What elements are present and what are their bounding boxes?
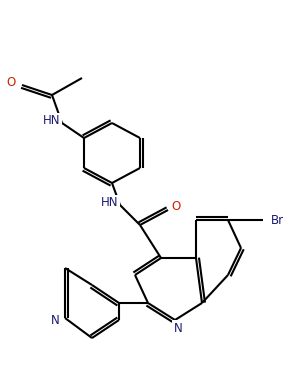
- Text: O: O: [171, 201, 181, 213]
- Text: N: N: [50, 314, 59, 328]
- Text: Br: Br: [271, 213, 284, 226]
- Text: N: N: [174, 321, 182, 334]
- Text: HN: HN: [100, 197, 118, 210]
- Text: HN: HN: [42, 115, 60, 127]
- Text: O: O: [7, 77, 16, 90]
